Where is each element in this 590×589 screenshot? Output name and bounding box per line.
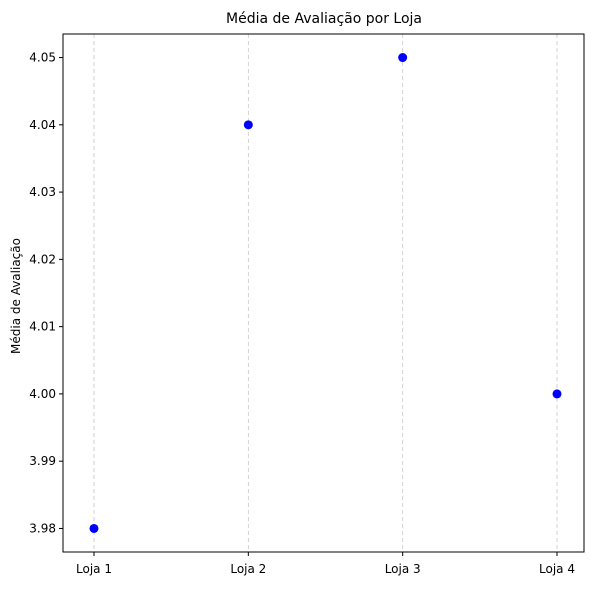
x-tick-label: Loja 3 (385, 562, 421, 576)
grid-lines (93, 34, 558, 552)
y-tick-label: 4.00 (29, 387, 56, 401)
y-tick-label: 3.98 (29, 521, 56, 535)
x-tick-label: Loja 2 (230, 562, 266, 576)
data-point (398, 53, 408, 63)
y-tick-label: 4.02 (29, 252, 56, 266)
x-tick-label: Loja 1 (76, 562, 112, 576)
tick-labels: Loja 1 Loja 2 Loja 3 Loja 4 3.98 3.99 4.00 4.01… (29, 51, 575, 576)
x-tick-label: Loja 4 (539, 562, 575, 576)
data-point (89, 523, 99, 533)
axes (59, 33, 585, 556)
y-tick-label: 4.05 (29, 51, 56, 65)
data-point (552, 389, 562, 399)
chart-title: Média de Avaliação por Loja (226, 11, 422, 27)
y-tick-label: 4.04 (29, 118, 56, 132)
y-tick-label: 3.99 (29, 454, 56, 468)
y-axis-label: Média de Avaliação (9, 238, 23, 354)
data-points (89, 53, 562, 533)
plot-frame (62, 33, 585, 553)
y-tick-label: 4.03 (29, 185, 56, 199)
y-tick-label: 4.01 (29, 320, 56, 334)
data-point (243, 120, 253, 130)
